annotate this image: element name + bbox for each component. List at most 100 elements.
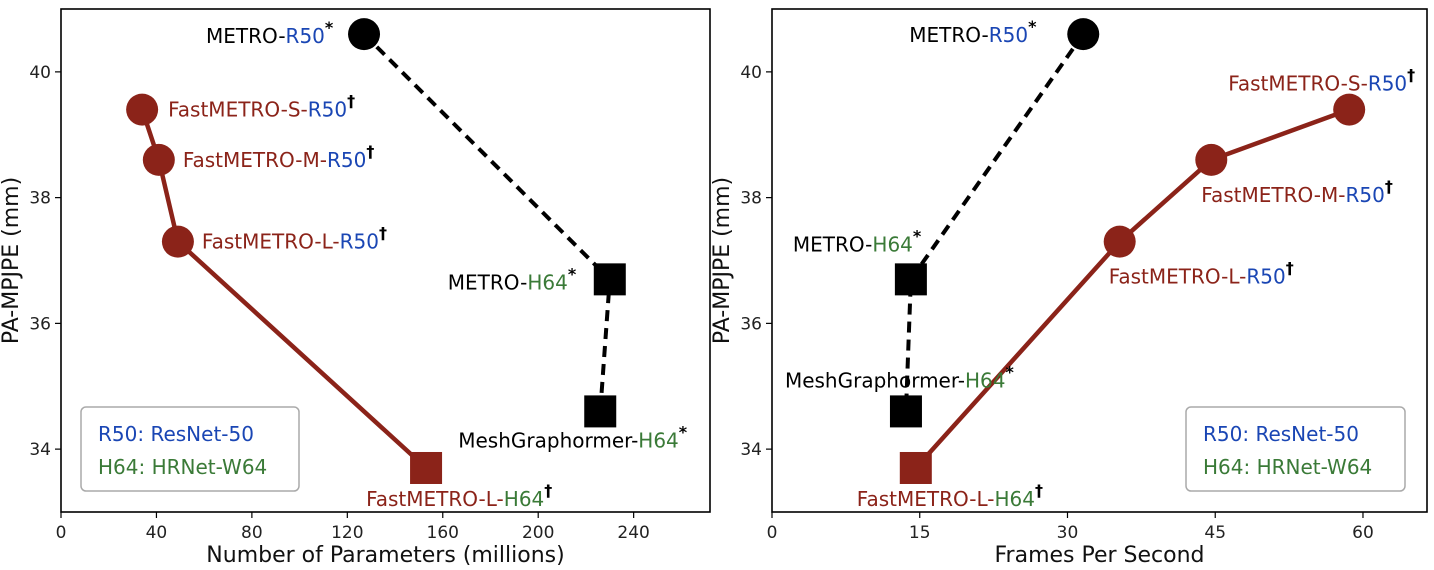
label-model: FastMETRO-M- xyxy=(1201,183,1345,207)
legend-abbr: R50 xyxy=(98,422,137,446)
label-model: FastMETRO-M- xyxy=(183,148,327,172)
data-point-label: METRO-R50* xyxy=(206,18,334,48)
y-tick-label: 34 xyxy=(740,440,762,460)
label-mark: † xyxy=(1385,177,1393,196)
data-point-label: FastMETRO-S-R50† xyxy=(1228,66,1415,96)
legend-abbr: R50 xyxy=(1203,422,1242,446)
x-tick-label: 240 xyxy=(617,523,649,543)
legend-desc: : HRNet-W64 xyxy=(1244,455,1373,479)
label-model: METRO- xyxy=(448,270,528,294)
data-point-circle xyxy=(126,93,159,126)
label-model: METRO- xyxy=(206,24,286,48)
label-mark: † xyxy=(1035,481,1043,500)
label-backbone: H64 xyxy=(504,487,545,511)
legend-entry: R50: ResNet-50 xyxy=(1203,422,1359,446)
data-point-label: FastMETRO-M-R50† xyxy=(1201,177,1393,207)
data-point-label: FastMETRO-L-H64† xyxy=(366,481,552,511)
y-tick-label: 38 xyxy=(29,189,51,209)
y-tick-label: 36 xyxy=(740,314,762,334)
data-point-label: METRO-H64* xyxy=(793,226,922,256)
legend-entry: R50: ResNet-50 xyxy=(98,422,254,446)
y-axis-label: PA-MPJPE (mm) xyxy=(0,177,24,344)
label-backbone: H64 xyxy=(872,232,913,256)
label-mark: † xyxy=(544,481,552,500)
x-tick-label: 120 xyxy=(331,523,363,543)
x-tick-label: 80 xyxy=(241,523,263,543)
x-tick-label: 160 xyxy=(427,523,459,543)
data-point-square xyxy=(899,451,932,484)
legend-entry: H64: HRNet-W64 xyxy=(98,455,267,479)
x-tick-label: 30 xyxy=(1057,523,1079,543)
x-tick-label: 60 xyxy=(1352,523,1374,543)
label-backbone: R50 xyxy=(1345,183,1384,207)
y-tick-label: 34 xyxy=(29,440,51,460)
label-mark: † xyxy=(1407,66,1415,85)
label-model: FastMETRO-S- xyxy=(168,98,308,122)
y-tick-label: 38 xyxy=(740,189,762,209)
x-tick-label: 15 xyxy=(909,523,931,543)
data-point-label: FastMETRO-S-R50† xyxy=(168,92,355,122)
legend-abbr: H64 xyxy=(98,455,139,479)
data-point-circle xyxy=(1103,225,1136,258)
data-point-square xyxy=(889,395,922,428)
legend-entry: H64: HRNet-W64 xyxy=(1203,455,1372,479)
label-mark: * xyxy=(325,18,334,37)
data-point-label: FastMETRO-L-R50† xyxy=(202,224,387,254)
data-point-circle xyxy=(161,225,194,258)
chart-panel-2: 0 15 30 45 60 34 36 38 40 Frames Per Second PA-MPJ… xyxy=(710,8,1428,568)
chart-panel-1: 0 40 80 120 160 200 240 34 36 38 40 Number of Param… xyxy=(0,8,711,568)
label-backbone: H64 xyxy=(995,487,1035,511)
label-mark: † xyxy=(366,142,374,161)
label-backbone: H64 xyxy=(638,428,679,452)
data-point-label: METRO-H64* xyxy=(448,264,577,294)
x-tick-label: 0 xyxy=(56,523,67,543)
legend-box xyxy=(80,406,300,492)
label-model: FastMETRO-L- xyxy=(366,487,504,511)
data-point-circle xyxy=(142,143,175,176)
data-point-square xyxy=(593,263,626,296)
label-mark: * xyxy=(1006,362,1015,381)
label-mark: † xyxy=(1286,259,1294,278)
label-backbone: R50 xyxy=(286,24,325,48)
label-mark: * xyxy=(568,264,577,283)
label-mark: † xyxy=(347,92,355,111)
label-model: FastMETRO-L- xyxy=(202,230,340,254)
legend-abbr: H64 xyxy=(1203,455,1244,479)
y-tick-label: 40 xyxy=(740,63,762,83)
label-backbone: R50 xyxy=(308,98,347,122)
data-point-circle xyxy=(1195,143,1228,176)
y-tick-label: 36 xyxy=(29,314,51,334)
data-point-square xyxy=(894,263,927,296)
label-backbone: R50 xyxy=(1368,72,1407,96)
label-backbone: H64 xyxy=(527,270,568,294)
label-backbone: R50 xyxy=(989,23,1028,47)
label-mark: † xyxy=(379,224,387,243)
legend-desc: : ResNet-50 xyxy=(137,422,254,446)
label-model: FastMETRO-L- xyxy=(1109,265,1247,289)
metro-series-line xyxy=(903,32,1085,412)
data-point-label: FastMETRO-M-R50† xyxy=(183,142,375,172)
label-mark: * xyxy=(1028,17,1037,36)
label-mark: * xyxy=(679,422,688,441)
legend-desc: : ResNet-50 xyxy=(1242,422,1359,446)
x-tick-label: 0 xyxy=(767,523,778,543)
label-backbone: R50 xyxy=(1246,265,1285,289)
data-point-label: FastMETRO-L-R50† xyxy=(1109,259,1294,289)
plot-frame xyxy=(771,8,1428,513)
label-backbone: R50 xyxy=(327,148,366,172)
y-tick-label: 40 xyxy=(29,63,51,83)
data-point-label: METRO-R50* xyxy=(909,17,1037,47)
x-tick-label: 200 xyxy=(522,523,554,543)
plot-frame xyxy=(60,8,711,513)
legend-desc: : HRNet-W64 xyxy=(139,455,268,479)
y-axis-label: PA-MPJPE (mm) xyxy=(710,177,735,344)
data-point-label: MeshGraphormer-H64* xyxy=(785,362,1015,392)
label-mark: * xyxy=(913,226,922,245)
data-point-label: MeshGraphormer-H64* xyxy=(458,422,688,452)
data-point-circle xyxy=(1333,93,1366,126)
data-point-circle xyxy=(348,18,381,51)
legend-box xyxy=(1185,406,1406,492)
label-model: METRO- xyxy=(793,232,873,256)
data-point-square xyxy=(584,395,617,428)
fastmetro-series-line xyxy=(914,107,1350,470)
